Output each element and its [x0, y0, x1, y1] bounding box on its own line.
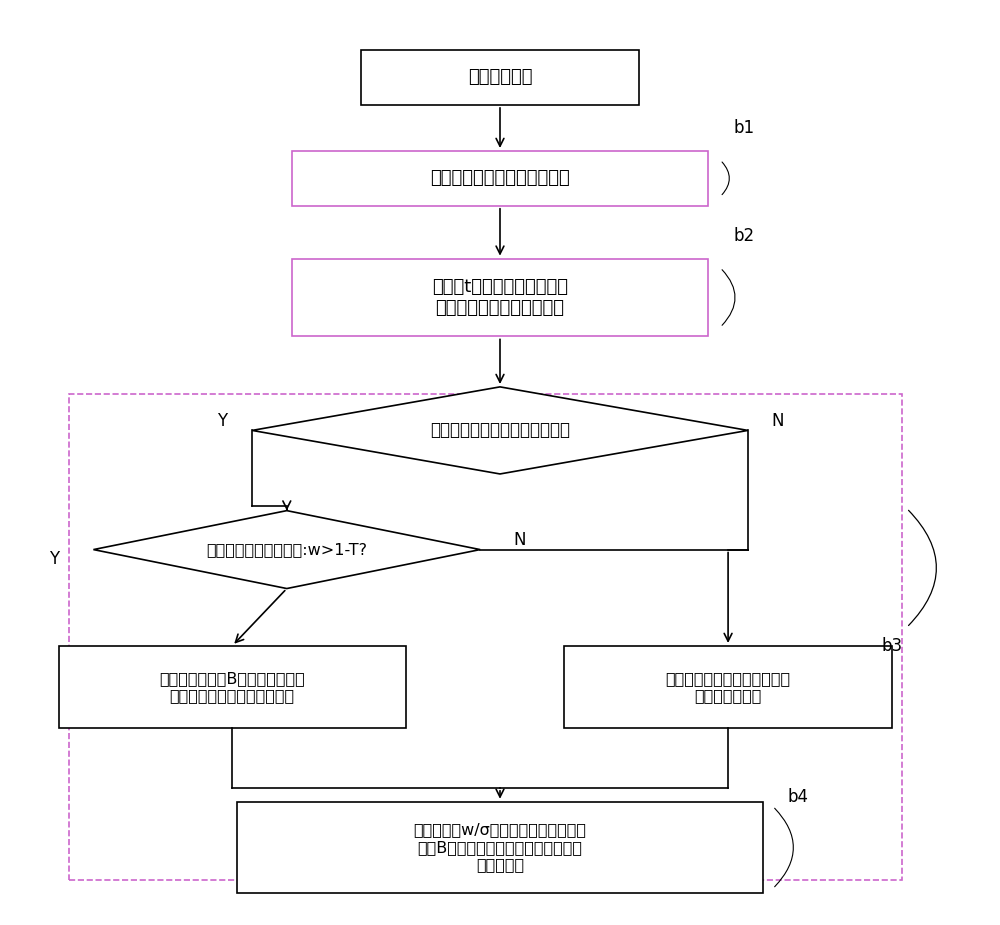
Text: 参照重要程度进行灰度化处理: 参照重要程度进行灰度化处理: [430, 169, 570, 188]
Bar: [237, 802, 763, 894]
Bar: [292, 259, 708, 337]
Text: 归一化后按w/σ值的大小降序排列，选
取前B个作为背景模型，使用背景减除
法获取前景: 归一化后按w/σ值的大小降序排列，选 取前B个作为背景模型，使用背景减除 法获取…: [414, 822, 586, 872]
Text: N: N: [771, 413, 784, 430]
Bar: [59, 646, 406, 728]
Text: 此高斯分布为前B个背景高斯分布
之一，后续操作中将不在更新: 此高斯分布为前B个背景高斯分布 之一，后续操作中将不在更新: [159, 671, 305, 703]
Text: b1: b1: [733, 119, 754, 137]
Text: 当前模型与混合高斯模型匹配？: 当前模型与混合高斯模型匹配？: [430, 422, 570, 439]
Text: b4: b4: [788, 788, 809, 807]
Text: b3: b3: [882, 637, 903, 655]
Text: 此高斯分布为前景高斯分布，
按既定公式更新: 此高斯分布为前景高斯分布， 按既定公式更新: [666, 671, 791, 703]
Text: N: N: [514, 532, 526, 549]
Text: 输入步态视频: 输入步态视频: [468, 68, 532, 87]
Text: 当前高斯分布权值满足:w>1-T?: 当前高斯分布权值满足:w>1-T?: [206, 542, 367, 557]
Text: Y: Y: [217, 413, 227, 430]
Bar: [564, 646, 892, 728]
Bar: [361, 50, 639, 105]
Text: b2: b2: [733, 227, 754, 245]
Polygon shape: [252, 387, 748, 474]
Bar: [292, 151, 708, 206]
Text: 利用前t时刻的历史灰度图像
完成混合高斯模型的初始化: 利用前t时刻的历史灰度图像 完成混合高斯模型的初始化: [432, 278, 568, 317]
Polygon shape: [93, 511, 480, 588]
Text: Y: Y: [49, 549, 59, 568]
Bar: [69, 394, 902, 880]
